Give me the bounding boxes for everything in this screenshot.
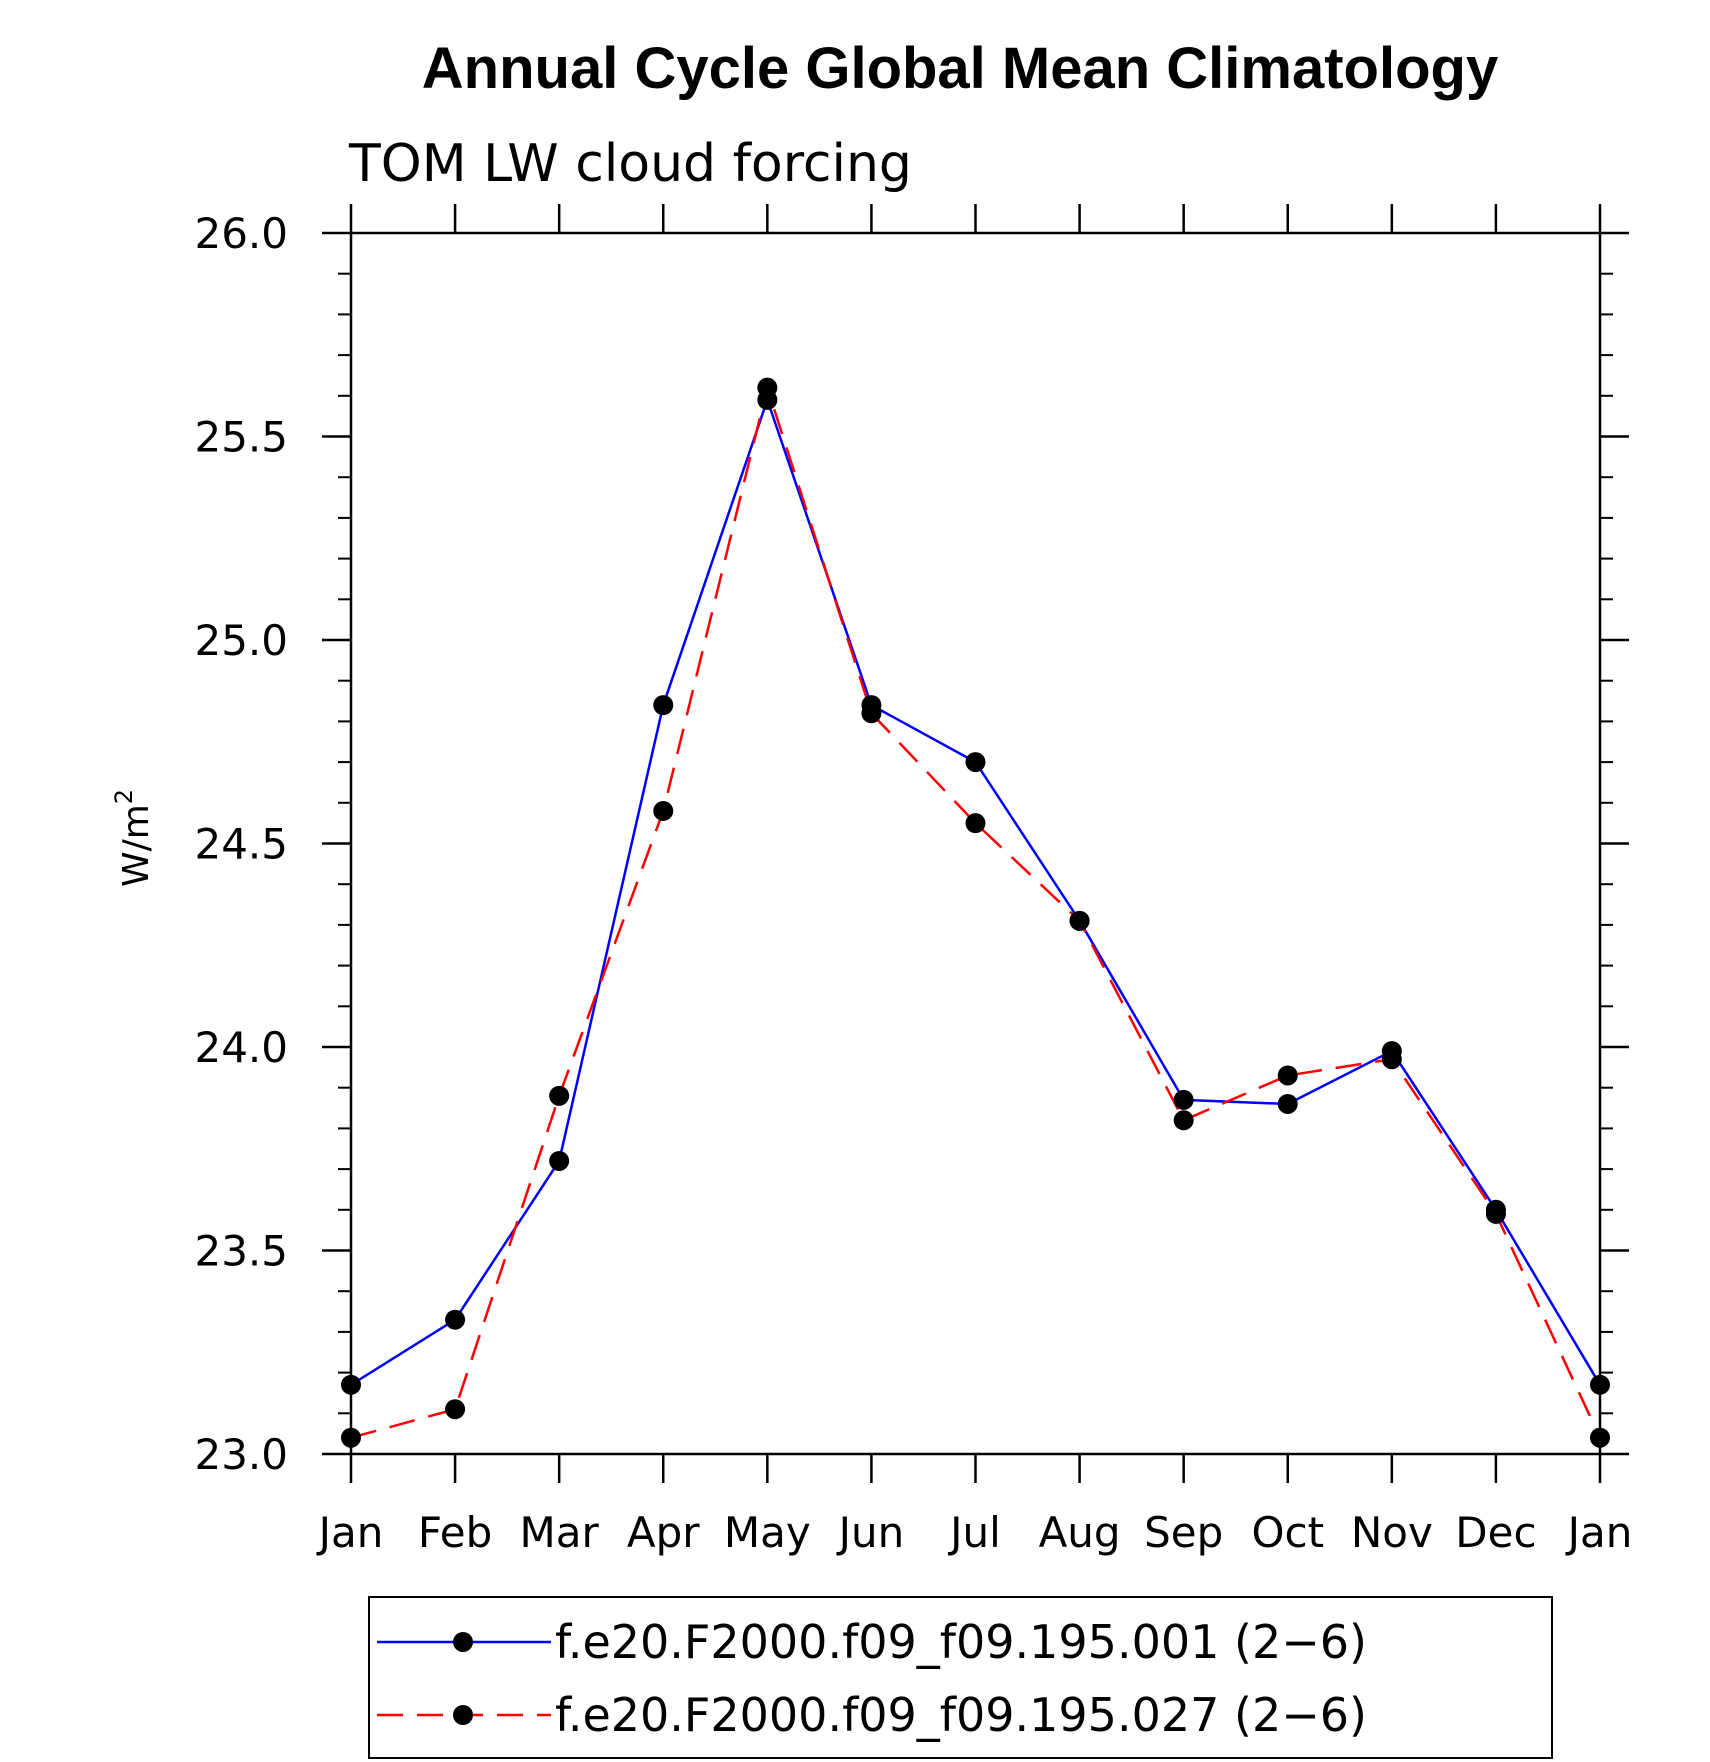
- x-tick-label: Nov: [1351, 1508, 1433, 1557]
- svg-text:W/m2: W/m2: [110, 789, 157, 887]
- y-tick-label: 24.5: [194, 820, 288, 869]
- y-axis-label-superscript: 2: [110, 789, 138, 804]
- legend-label-2: f.e20.F2000.f09_f09.195.027 (2−6): [555, 1688, 1367, 1742]
- x-tick-label: Apr: [627, 1508, 700, 1557]
- x-tick-label: Oct: [1251, 1508, 1324, 1557]
- major-ticks: [322, 204, 1629, 1483]
- y-axis-label: W/m2: [110, 789, 157, 887]
- legend: f.e20.F2000.f09_f09.195.001 (2−6) f.e20.F…: [368, 1596, 1553, 1759]
- series-line-1: [350, 395, 1602, 1386]
- y-tick-label: 23.0: [194, 1430, 288, 1479]
- x-tick-label: Jan: [1565, 1508, 1633, 1557]
- series-2-point: [1590, 1427, 1610, 1448]
- series-1-point: [653, 695, 674, 716]
- series-2-point: [1173, 1110, 1194, 1131]
- legend-box: [368, 1596, 1553, 1759]
- y-tick-labels: 23.0 23.5 24.0 24.5 25.0 25.5 26.0: [194, 209, 288, 1479]
- legend-marker-1: [453, 1632, 473, 1652]
- series-2-point: [341, 1427, 361, 1448]
- plot-frame: [349, 231, 1602, 1456]
- series-layer: [341, 377, 1610, 1448]
- x-tick-label: Jan: [316, 1508, 384, 1557]
- series-1-point: [341, 1374, 361, 1395]
- y-axis-label-text: W/m: [116, 804, 157, 887]
- x-tick-labels: Jan Feb Mar Apr May Jun Jul Aug Sep Oct Nov Dec Jan: [316, 1508, 1633, 1557]
- x-tick-label: Aug: [1039, 1508, 1121, 1557]
- x-tick-label: Jul: [947, 1508, 1001, 1557]
- series-1-point: [965, 752, 986, 773]
- series-2-point: [445, 1399, 466, 1420]
- series-2-point: [1381, 1049, 1402, 1070]
- series-2-point: [861, 703, 882, 724]
- series-1-point: [1590, 1374, 1610, 1395]
- series-2-point: [549, 1085, 570, 1106]
- y-tick-label: 23.5: [194, 1227, 288, 1276]
- series-1-point: [1173, 1089, 1194, 1110]
- series-2-point: [757, 377, 778, 398]
- chart-title: Annual Cycle Global Mean Climatology: [422, 36, 1498, 101]
- legend-label-1: f.e20.F2000.f09_f09.195.001 (2−6): [555, 1615, 1367, 1669]
- x-tick-label: Mar: [520, 1508, 600, 1557]
- series-2-point: [1069, 910, 1090, 931]
- y-tick-label: 26.0: [194, 209, 288, 258]
- y-tick-label: 24.0: [194, 1023, 288, 1072]
- x-tick-label: Jun: [836, 1508, 905, 1557]
- x-tick-label: Sep: [1144, 1508, 1223, 1557]
- series-2-point: [653, 800, 674, 821]
- chart-subtitle: TOM LW cloud forcing: [348, 134, 912, 194]
- series-2-point: [1485, 1203, 1506, 1224]
- series-1-point: [549, 1150, 570, 1171]
- series-line-2: [350, 383, 1602, 1439]
- legend-marker-2: [453, 1705, 473, 1725]
- y-tick-label: 25.5: [194, 413, 288, 462]
- y-tick-label: 25.0: [194, 616, 288, 665]
- plot-area: [349, 231, 1602, 1456]
- series-1-point: [1277, 1093, 1298, 1114]
- series-2-point: [965, 813, 986, 834]
- x-tick-label: Feb: [418, 1508, 492, 1557]
- minor-ticks: [338, 232, 1613, 1455]
- x-tick-label: May: [724, 1508, 811, 1557]
- x-tick-label: Dec: [1455, 1508, 1536, 1557]
- series-1-point: [445, 1309, 466, 1330]
- series-2-point: [1277, 1065, 1298, 1086]
